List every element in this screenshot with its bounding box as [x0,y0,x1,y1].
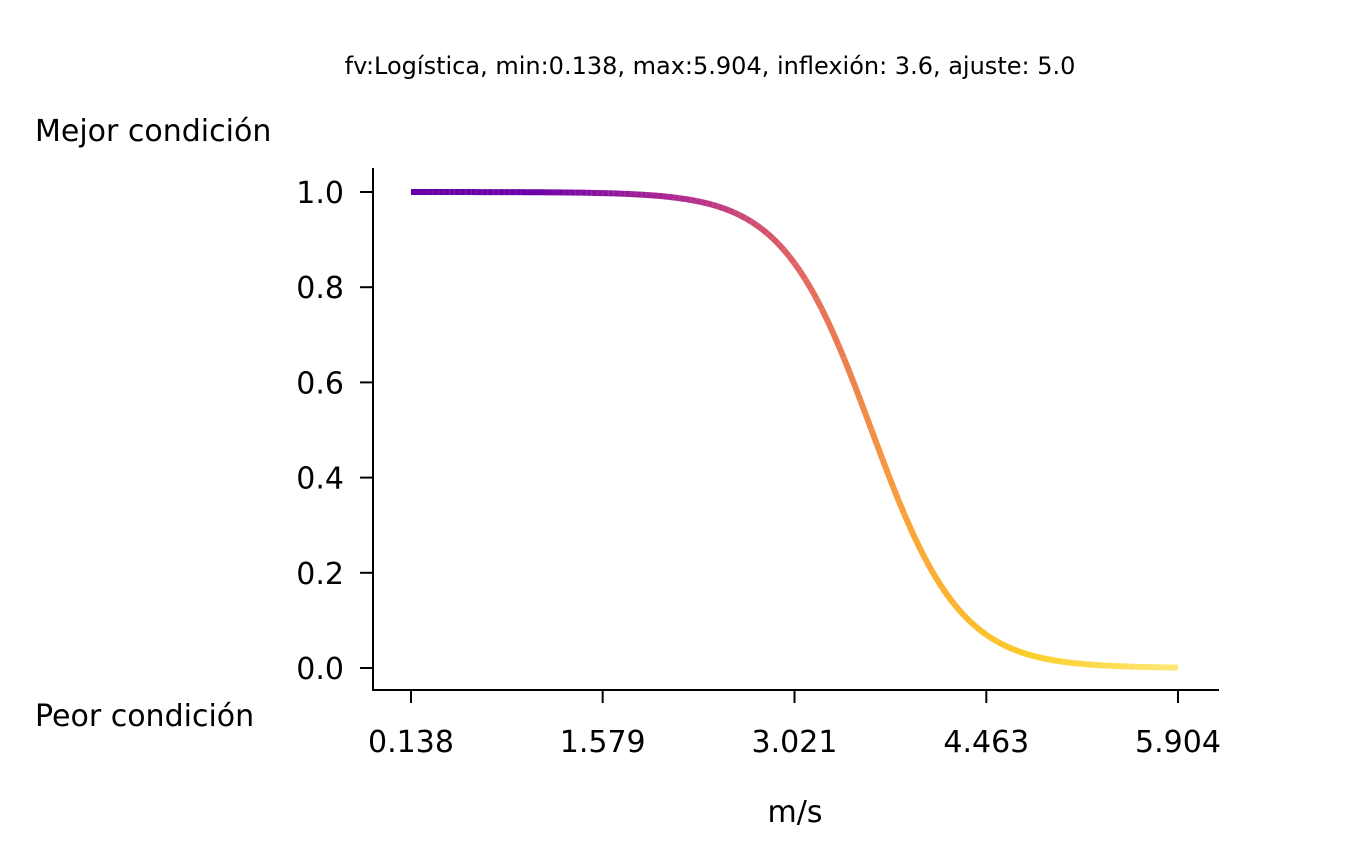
curve [410,189,1179,671]
curve-segment [770,236,781,246]
curve-segment [890,485,902,502]
y-tick-label: 0.8 [296,271,344,306]
x-tick-label: 0.138 [368,725,454,760]
curve-segment [862,413,875,431]
curve-segment [873,442,885,460]
curve-segment [722,205,730,214]
curve-segment [906,524,918,540]
curve-segment [846,370,858,387]
curve-segment [951,601,962,612]
curve-segment [738,212,747,221]
curve-segment [857,398,869,416]
curve-segment [706,200,714,208]
x-tick-label: 4.463 [943,725,1029,760]
curve-segment [689,196,697,204]
curve-segment [754,222,764,232]
curve-segment [835,343,847,360]
curve-segment [1018,648,1026,657]
curve-segment [851,384,864,401]
curve-segment [662,193,669,200]
curve-segment [775,241,786,252]
x-tick-label: 1.579 [560,725,646,760]
curve-segment [1062,658,1069,666]
curve-segment [813,297,825,311]
x-axis-label: m/s [768,795,823,830]
curve-segment [1012,646,1021,655]
curve-segment [884,471,896,488]
chart-title: fv:Logística, min:0.138, max:5.904, infl… [345,52,1076,80]
curve-segment [1045,656,1053,663]
curve-segment [990,635,999,645]
curve-segment [912,536,924,551]
curve-segment [879,457,891,474]
curve-segment [841,356,853,373]
curve-segment [962,613,972,624]
curve-segment [668,193,675,201]
y-label-bottom: Peor condición [35,699,254,734]
curve-segment [711,201,719,210]
x-axis-ticks: 0.138 1.579 3.021 4.463 5.904 [368,691,1221,760]
curve-segment [819,307,831,322]
curve-segment [830,331,842,347]
curve-segment [781,247,792,259]
curve-segment [1079,660,1086,668]
y-tick-label: 0.0 [296,652,344,687]
y-tick-label: 0.6 [296,366,344,401]
curve-segment [824,319,836,334]
curve-segment [673,194,680,202]
curve-segment [1051,657,1058,664]
curve-segment [1001,641,1010,650]
curve-segment [732,209,741,218]
curve-segment [1006,644,1015,653]
curve-segment [727,207,736,216]
curve-segment [895,499,907,515]
curve-segment [956,607,967,618]
curve-segment [978,628,989,638]
curve-segment [984,632,994,641]
curve-segment [684,196,691,203]
curve-segment [749,218,758,228]
curve-segment [945,594,956,605]
curve-segment [695,197,702,205]
curve-segment [1068,659,1075,667]
curve-segment [1023,650,1031,658]
curve-segment [759,226,769,236]
x-tick-label: 3.021 [752,725,838,760]
curve-segment [934,577,945,590]
curve-segment [967,619,978,629]
curve-segment [1029,652,1037,660]
curve-segment [700,199,708,207]
curve-segment [1040,654,1048,662]
curve-segment [797,269,808,282]
curve-segment [743,215,753,224]
curve-segment [917,548,929,562]
y-tick-label: 0.2 [296,557,344,592]
curve-segment [802,278,814,291]
curve-segment [868,428,880,445]
curve-segment [792,261,803,273]
y-tick-label: 1.0 [296,176,344,211]
curve-segment [679,195,686,202]
curve-segment [901,512,913,528]
y-label-top: Mejor condición [35,114,271,149]
curve-segment [928,568,940,581]
curve-segment [923,558,935,572]
y-tick-label: 0.4 [296,462,344,497]
curve-segment [1034,653,1042,661]
curve-segment [995,638,1005,648]
curve-segment [939,586,951,598]
curve-segment [765,231,775,241]
curve-segment [716,203,725,212]
curve-segment [808,287,820,301]
curve-segment [1073,660,1080,667]
curve-segment [786,254,797,266]
x-tick-label: 5.904 [1135,725,1221,760]
curve-segment [1057,657,1064,665]
y-axis-ticks: 0.0 0.2 0.4 0.6 0.8 1.0 [296,176,373,687]
curve-segment [973,623,983,633]
